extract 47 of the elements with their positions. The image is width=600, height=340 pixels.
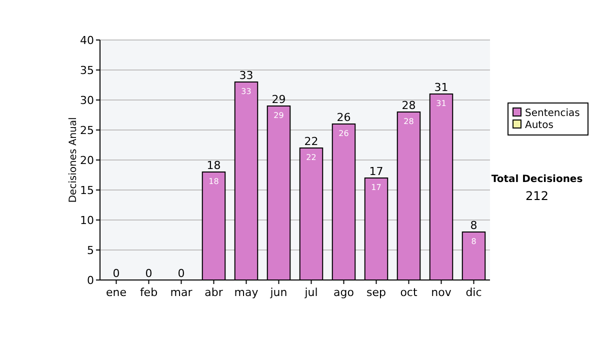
x-tick-label: sep xyxy=(366,286,386,299)
total-label: 0 xyxy=(112,267,120,280)
total-label: 29 xyxy=(272,93,286,106)
data-label: 31 xyxy=(436,99,446,108)
x-tick-label: jun xyxy=(269,286,288,299)
data-label: 33 xyxy=(241,87,252,96)
total-label: 26 xyxy=(336,111,351,124)
y-axis-title: Decisiones Anual xyxy=(68,117,79,203)
x-tick-label: nov xyxy=(431,286,452,299)
total-label: 31 xyxy=(434,81,448,94)
data-label: 28 xyxy=(404,117,414,126)
y-tick-label: 0 xyxy=(87,274,94,287)
x-tick-label: dic xyxy=(466,286,482,299)
total-label: 0 xyxy=(178,267,185,280)
total-label: 17 xyxy=(369,165,384,178)
x-tick-label: abr xyxy=(204,286,224,299)
y-tick-label: 30 xyxy=(80,94,94,107)
x-tick-label: jul xyxy=(304,286,318,299)
data-label: 26 xyxy=(338,129,349,138)
total-label: 22 xyxy=(304,135,318,148)
data-label: 18 xyxy=(208,177,219,186)
y-tick-label: 10 xyxy=(80,214,94,227)
y-tick-label: 20 xyxy=(80,154,94,167)
y-tick-label: 35 xyxy=(80,64,94,77)
legend-label: Sentencias xyxy=(525,108,580,119)
text: Total Decisiones xyxy=(491,174,583,185)
total-label: 33 xyxy=(239,69,254,82)
data-label: 22 xyxy=(306,153,316,162)
legend-label: Autos xyxy=(525,120,554,131)
x-tick-label: may xyxy=(234,286,259,299)
total-label: 18 xyxy=(206,159,221,172)
total-label: 28 xyxy=(402,99,416,112)
text: 212 xyxy=(526,189,548,203)
data-label: 17 xyxy=(371,183,382,192)
x-tick-label: mar xyxy=(170,286,193,299)
total-label: 8 xyxy=(470,219,478,232)
data-label: 8 xyxy=(471,237,476,246)
y-tick-label: 15 xyxy=(80,184,94,197)
y-tick-label: 25 xyxy=(80,124,94,137)
y-tick-label: 40 xyxy=(80,34,94,47)
x-tick-label: feb xyxy=(140,286,158,299)
x-tick-label: ene xyxy=(106,286,127,299)
data-label: 29 xyxy=(274,111,284,120)
x-tick-label: oct xyxy=(400,286,418,299)
x-tick-label: ago xyxy=(334,286,354,299)
y-tick-label: 5 xyxy=(87,244,94,257)
total-label: 0 xyxy=(145,267,152,280)
